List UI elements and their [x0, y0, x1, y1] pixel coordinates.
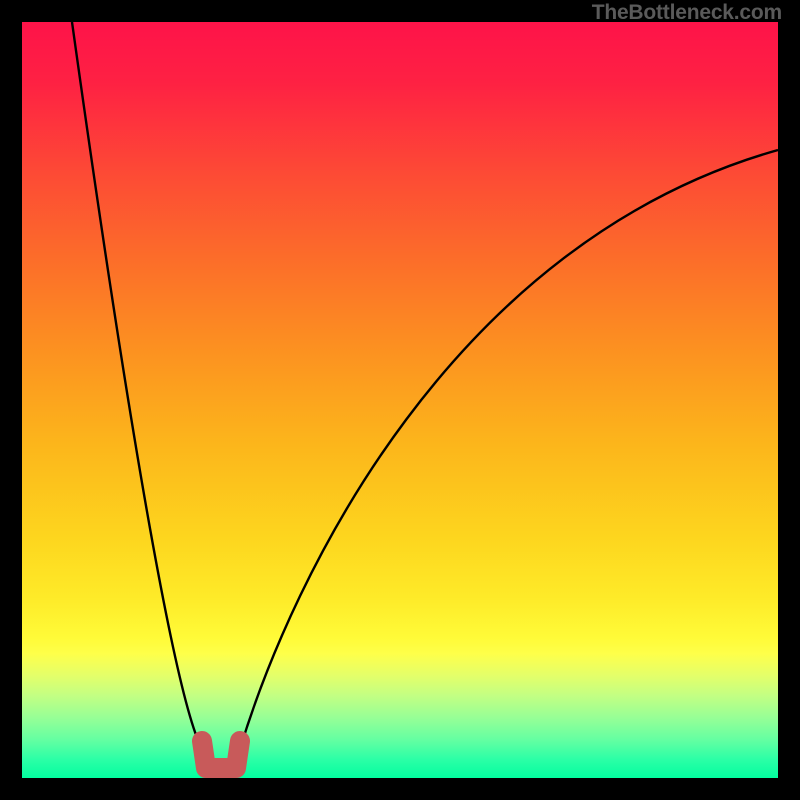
gradient-background: [22, 22, 778, 778]
watermark-text: TheBottleneck.com: [592, 1, 782, 25]
chart-container: TheBottleneck.com: [0, 0, 800, 800]
plot-svg: [22, 22, 778, 778]
